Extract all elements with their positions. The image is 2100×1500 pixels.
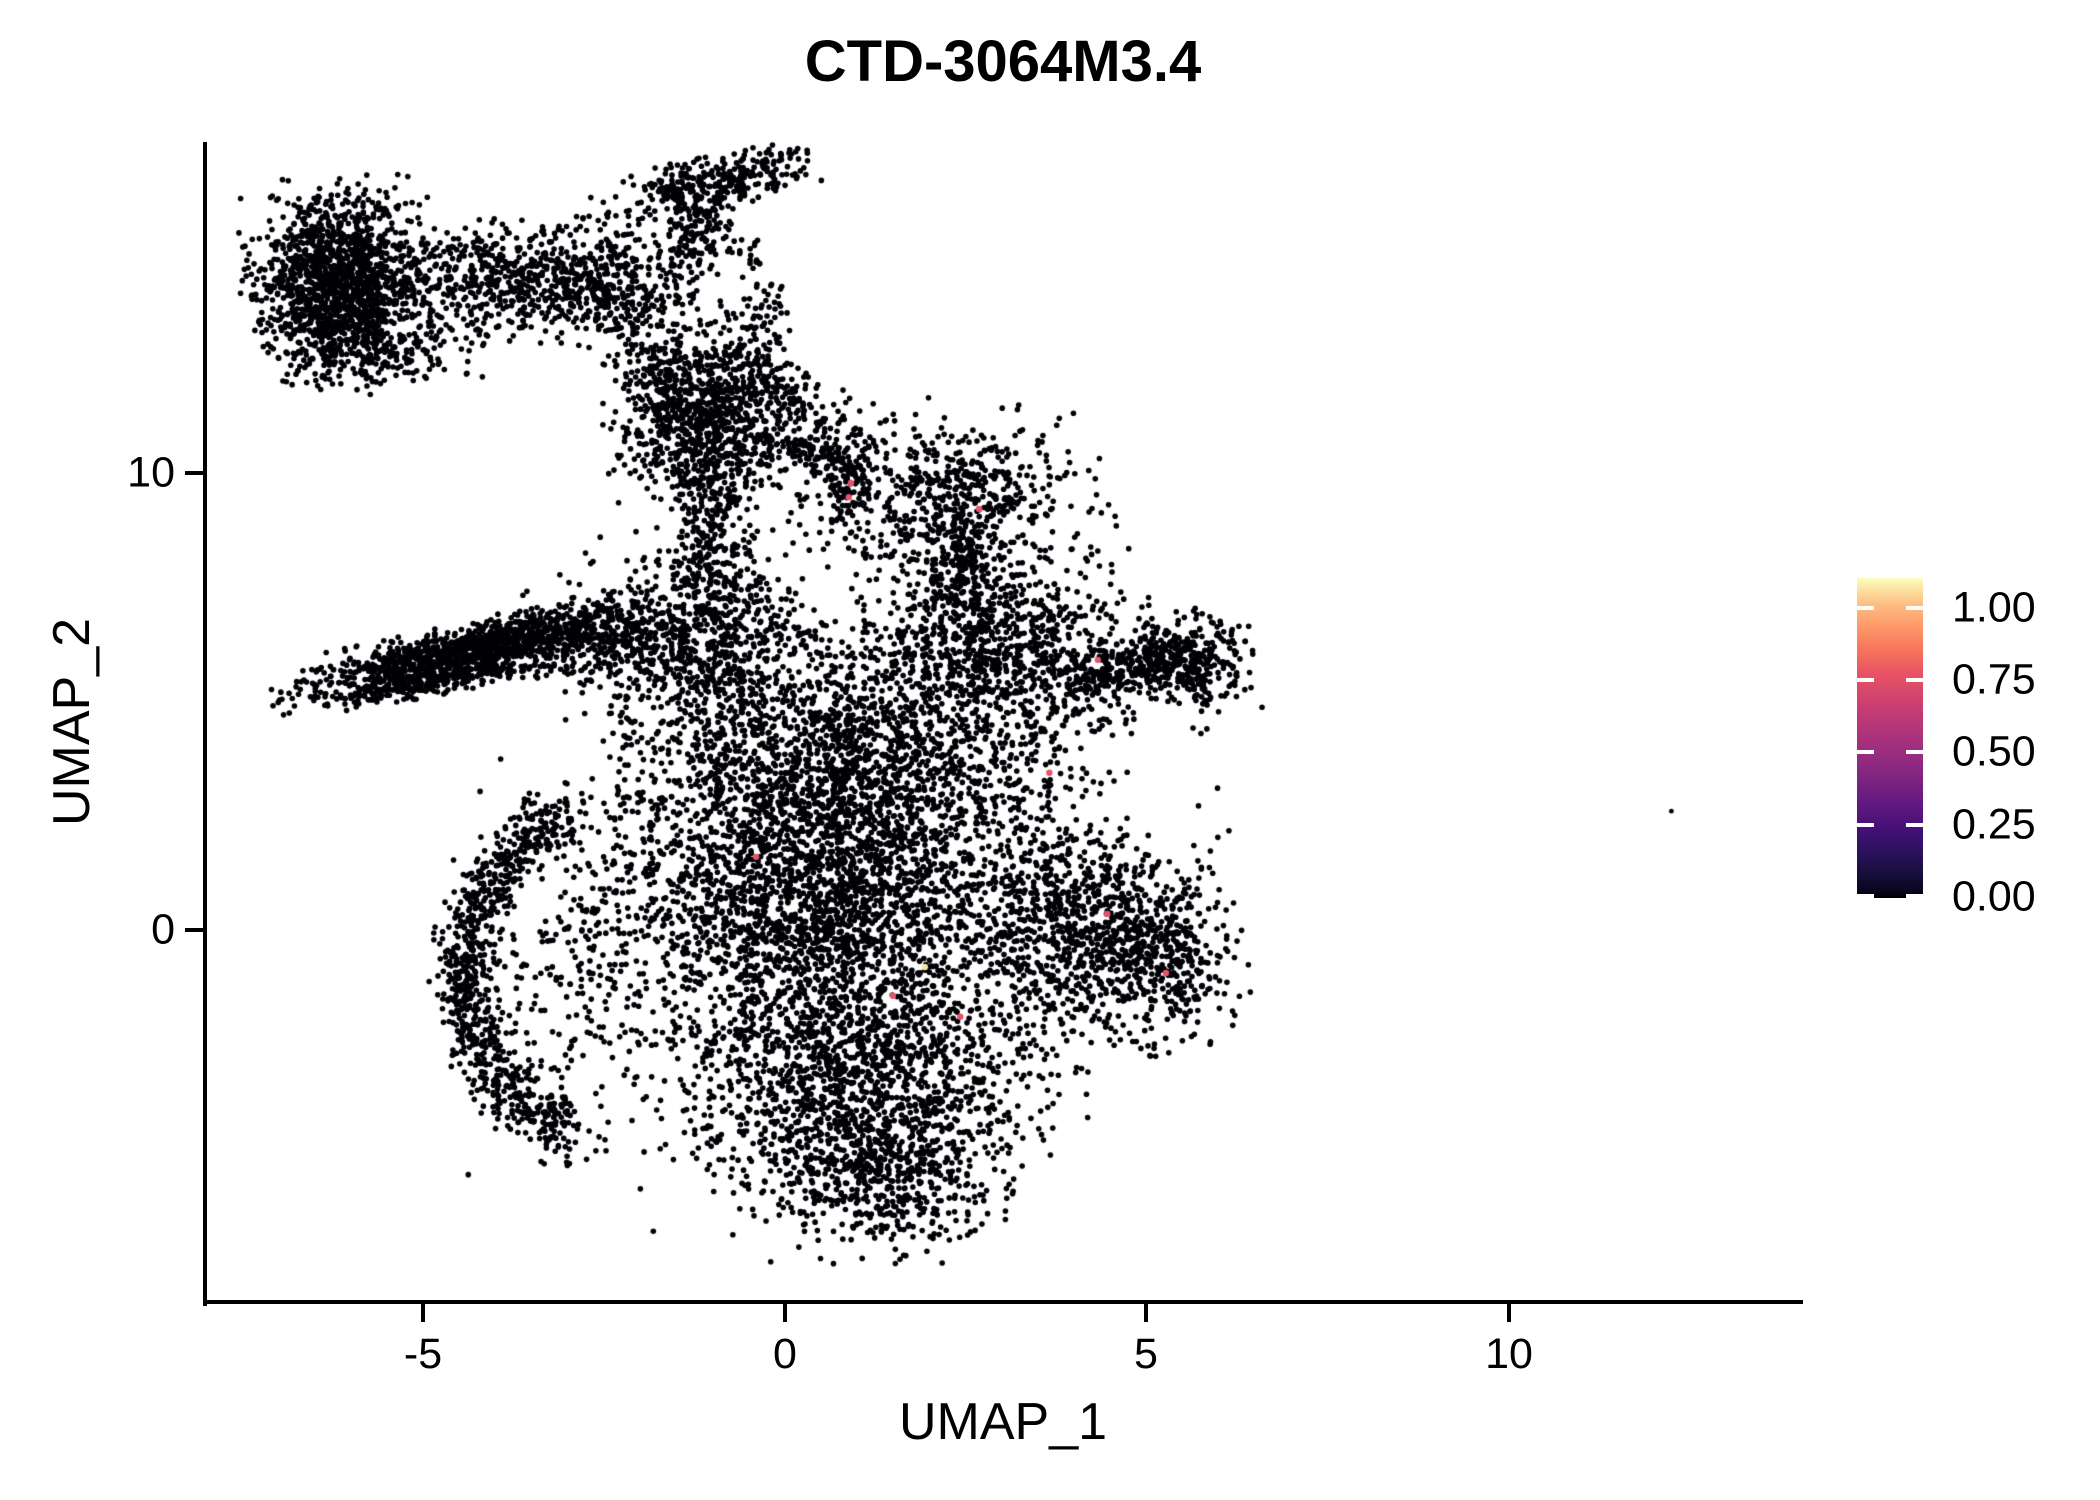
x-tick-label: 5: [1134, 1330, 1158, 1378]
x-tick-label: 0: [773, 1330, 797, 1378]
y-tick-mark: [185, 928, 203, 932]
x-tick-mark: [1507, 1304, 1511, 1322]
x-tick-label: 10: [1485, 1330, 1533, 1378]
y-axis-title: UMAP_2: [43, 617, 101, 827]
colorbar-tick: [1906, 750, 1923, 754]
colorbar-tick: [1857, 823, 1874, 827]
colorbar-tick: [1857, 750, 1874, 754]
x-tick-label: -5: [403, 1330, 443, 1378]
y-axis-line: [203, 142, 207, 1306]
colorbar-label: 0.75: [1952, 655, 2036, 704]
colorbar-gradient: [1857, 578, 1923, 898]
x-axis-title: UMAP_1: [898, 1393, 1108, 1451]
x-axis-line: [203, 1300, 1803, 1304]
colorbar-tick: [1906, 678, 1923, 682]
colorbar-tick: [1906, 894, 1923, 898]
plot-title: CTD-3064M3.4: [804, 29, 1202, 94]
colorbar-tick: [1857, 894, 1874, 898]
colorbar-tick: [1906, 606, 1923, 610]
colorbar-tick: [1857, 606, 1874, 610]
colorbar-label: 0.00: [1952, 872, 2036, 921]
colorbar-label: 0.25: [1952, 800, 2036, 849]
y-tick-label: 10: [127, 448, 175, 497]
colorbar-label: 0.50: [1952, 727, 2036, 776]
x-tick-mark: [421, 1304, 425, 1322]
colorbar-tick: [1857, 678, 1874, 682]
x-tick-mark: [783, 1304, 787, 1322]
colorbar-label: 1.00: [1952, 583, 2036, 632]
y-tick-mark: [185, 471, 203, 475]
y-tick-label: 0: [151, 905, 175, 954]
x-tick-mark: [1144, 1304, 1148, 1322]
colorbar-tick: [1906, 823, 1923, 827]
